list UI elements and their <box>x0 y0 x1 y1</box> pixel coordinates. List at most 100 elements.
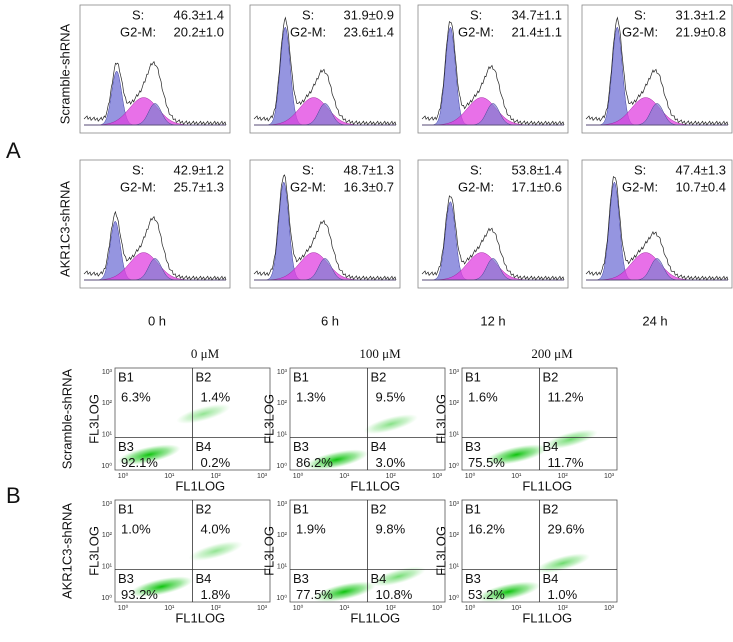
cell-cloud <box>363 414 418 435</box>
quadrant-name: B3 <box>293 439 309 454</box>
quadrant-name: B4 <box>371 571 387 586</box>
label-s: S: <box>634 7 646 22</box>
quadrant-name: B4 <box>196 439 212 454</box>
quadrant-value: 1.9% <box>296 521 326 536</box>
quadrant-value: 9.5% <box>376 389 406 404</box>
quadrant-value: 1.0% <box>121 521 151 536</box>
value-g2m: 21.4±1.1 <box>511 24 562 39</box>
quadrant-name: B2 <box>543 369 559 384</box>
quadrant-name: B4 <box>371 439 387 454</box>
quadrant-name: B4 <box>196 571 212 586</box>
x-tick-label: 10¹ <box>164 473 175 480</box>
quadrant-value: 3.0% <box>376 455 406 470</box>
quadrant-value: 11.2% <box>548 389 584 404</box>
time-label: 0 h <box>148 313 166 328</box>
quadrant-name: B1 <box>465 369 481 384</box>
y-tick-label: 10⁰ <box>276 594 287 602</box>
y-tick-label: 10¹ <box>449 432 460 439</box>
cell-cloud <box>130 576 193 597</box>
quadrant-name: B3 <box>465 571 481 586</box>
histogram-trace <box>421 21 565 126</box>
y-tick-label: 10² <box>449 532 460 539</box>
cell-cloud <box>477 581 540 603</box>
value-g2m: 23.6±1.4 <box>343 24 394 39</box>
quadrant-value: 29.6% <box>548 521 585 536</box>
row-label: Scramble-shRNA <box>59 368 74 469</box>
label-g2m: G2-M: <box>622 179 658 194</box>
cell-cloud <box>535 553 590 574</box>
quadrant-value: 11.7% <box>548 455 584 470</box>
x-tick-label: 10¹ <box>339 473 350 480</box>
y-axis-title: FL3LOG <box>433 526 448 576</box>
x-tick-label: 10⁰ <box>118 604 129 612</box>
row-label: AKR1C3-shRNA <box>57 181 72 277</box>
quadrant-name: B2 <box>196 501 212 516</box>
value-g2m: 21.9±0.8 <box>675 24 726 39</box>
time-label: 24 h <box>642 313 667 328</box>
histogram-trace <box>253 16 397 126</box>
histogram-trace <box>253 174 397 281</box>
quadrant-name: B1 <box>465 501 481 516</box>
dose-label: 200 μM <box>531 346 573 361</box>
y-tick-label: 10³ <box>449 501 460 508</box>
label-s: S: <box>470 7 482 22</box>
x-tick-label: 10⁰ <box>293 604 304 612</box>
x-tick-label: 10⁰ <box>465 472 476 480</box>
cell-cloud <box>543 429 598 450</box>
value-s: 34.7±1.1 <box>511 7 562 22</box>
x-tick-label: 10² <box>558 473 569 480</box>
x-tick-label: 10³ <box>432 473 443 480</box>
quadrant-value: 1.6% <box>468 389 498 404</box>
cell-cloud <box>188 541 243 561</box>
x-tick-label: 10¹ <box>164 605 175 612</box>
label-g2m: G2-M: <box>458 179 494 194</box>
y-tick-label: 10⁰ <box>101 462 112 470</box>
label-s: S: <box>132 7 144 22</box>
x-tick-label: 10³ <box>257 605 268 612</box>
y-tick-label: 10³ <box>102 369 113 376</box>
histogram-trace <box>585 176 729 281</box>
quadrant-value: 1.3% <box>296 389 326 404</box>
y-axis-title: FL3LOG <box>261 394 276 444</box>
quadrant-name: B3 <box>293 571 309 586</box>
quadrant-name: B2 <box>196 369 212 384</box>
label-s: S: <box>132 162 144 177</box>
x-tick-label: 10¹ <box>511 605 522 612</box>
value-s: 53.8±1.4 <box>511 162 562 177</box>
y-tick-label: 10¹ <box>277 432 288 439</box>
time-label: 6 h <box>321 313 339 328</box>
label-g2m: G2-M: <box>290 24 326 39</box>
x-tick-label: 10³ <box>257 473 268 480</box>
quadrant-name: B1 <box>293 369 309 384</box>
label-s: S: <box>634 162 646 177</box>
x-tick-label: 10² <box>386 605 397 612</box>
histogram-trace <box>83 60 227 126</box>
x-axis-title: FL1LOG <box>522 610 572 625</box>
y-tick-label: 10¹ <box>449 564 460 571</box>
value-s: 31.3±1.2 <box>675 7 726 22</box>
quadrant-name: B4 <box>543 571 559 586</box>
x-tick-label: 10³ <box>432 605 443 612</box>
panel-label: B <box>6 483 21 508</box>
dose-label: 0 μM <box>191 346 220 361</box>
quadrant-value: 93.2% <box>121 587 158 602</box>
histogram-trace <box>83 210 227 281</box>
quadrant-value: 1.4% <box>201 389 231 404</box>
cell-cloud <box>484 444 548 465</box>
quadrant-name: B3 <box>118 439 134 454</box>
x-tick-label: 10¹ <box>339 605 350 612</box>
cell-cloud <box>305 449 368 471</box>
value-g2m: 16.3±0.7 <box>343 179 394 194</box>
quadrant-value: 1.8% <box>201 587 231 602</box>
y-axis-title: FL3LOG <box>86 526 101 576</box>
value-s: 42.9±1.2 <box>173 162 224 177</box>
label-g2m: G2-M: <box>622 24 658 39</box>
value-g2m: 20.2±1.0 <box>173 24 224 39</box>
quadrant-value: 4.0% <box>201 521 231 536</box>
row-label: Scramble-shRNA <box>57 23 72 124</box>
quadrant-name: B1 <box>293 501 309 516</box>
quadrant-name: B1 <box>118 369 134 384</box>
x-axis-title: FL1LOG <box>522 478 572 493</box>
label-g2m: G2-M: <box>290 179 326 194</box>
